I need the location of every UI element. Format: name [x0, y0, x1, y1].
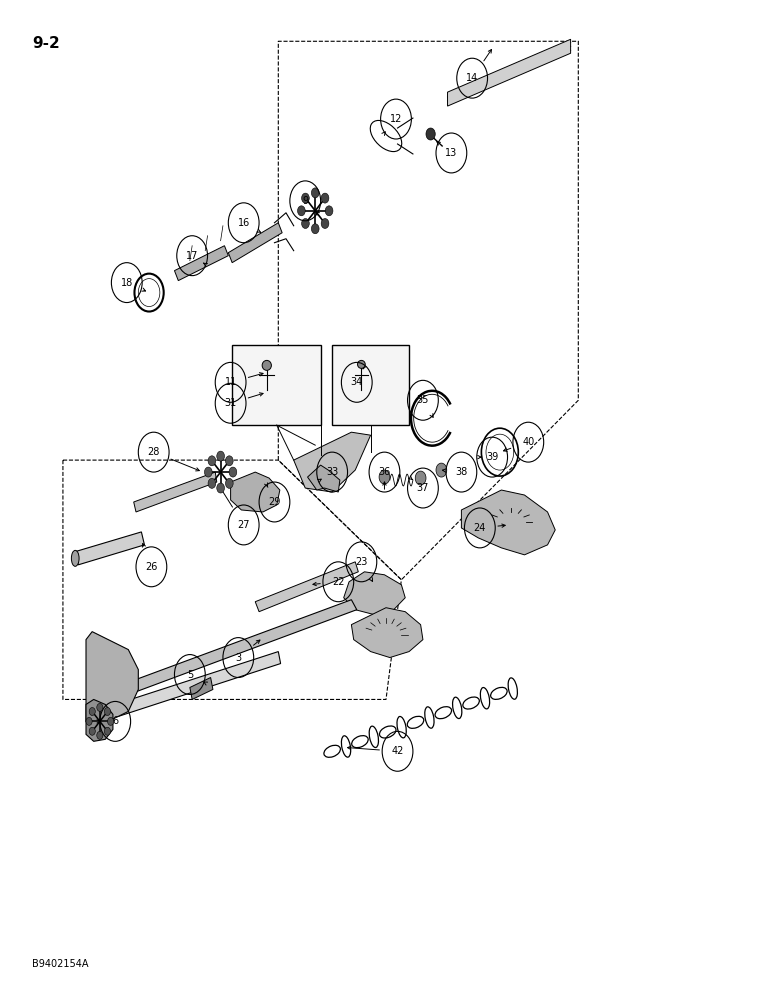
Text: 29: 29	[269, 497, 281, 507]
Text: 42: 42	[391, 746, 404, 756]
Text: 12: 12	[390, 114, 402, 124]
Text: 39: 39	[486, 452, 498, 462]
FancyBboxPatch shape	[332, 345, 409, 425]
Text: 31: 31	[225, 398, 237, 408]
Circle shape	[217, 451, 225, 461]
Ellipse shape	[357, 360, 365, 368]
Polygon shape	[174, 246, 229, 281]
Polygon shape	[448, 39, 571, 106]
Text: 13: 13	[445, 148, 458, 158]
Polygon shape	[134, 472, 217, 512]
Polygon shape	[74, 532, 144, 565]
Ellipse shape	[262, 360, 272, 370]
Text: 16: 16	[238, 218, 250, 228]
Text: 14: 14	[466, 73, 479, 83]
Circle shape	[311, 188, 319, 198]
Text: 22: 22	[332, 577, 344, 587]
Text: 28: 28	[147, 447, 160, 457]
Text: 35: 35	[417, 395, 429, 405]
Polygon shape	[307, 465, 340, 492]
Circle shape	[415, 471, 426, 485]
Text: 27: 27	[238, 520, 250, 530]
Circle shape	[96, 703, 103, 711]
Circle shape	[96, 731, 103, 739]
Circle shape	[302, 219, 310, 228]
Text: 6: 6	[112, 716, 118, 726]
Text: 23: 23	[355, 557, 367, 567]
Polygon shape	[115, 652, 280, 716]
Polygon shape	[229, 223, 282, 263]
Polygon shape	[344, 572, 405, 615]
Text: 26: 26	[145, 562, 157, 572]
Circle shape	[208, 478, 215, 488]
FancyBboxPatch shape	[232, 345, 320, 425]
Text: 3: 3	[235, 653, 242, 663]
Circle shape	[325, 206, 333, 216]
Polygon shape	[231, 472, 279, 512]
Circle shape	[321, 219, 329, 228]
Circle shape	[205, 467, 212, 477]
Circle shape	[104, 727, 110, 735]
Text: 5: 5	[187, 670, 193, 680]
Polygon shape	[351, 608, 423, 658]
Circle shape	[217, 483, 225, 493]
Text: 17: 17	[186, 251, 198, 261]
Text: 11: 11	[225, 377, 237, 387]
Polygon shape	[86, 699, 113, 741]
Circle shape	[379, 470, 390, 484]
Circle shape	[225, 478, 233, 488]
Circle shape	[321, 193, 329, 203]
Polygon shape	[86, 632, 138, 729]
Circle shape	[86, 717, 92, 725]
Circle shape	[89, 708, 95, 716]
Polygon shape	[256, 562, 358, 612]
Polygon shape	[293, 432, 371, 492]
Circle shape	[89, 727, 95, 735]
Polygon shape	[190, 678, 213, 699]
Circle shape	[436, 463, 447, 477]
Text: 34: 34	[350, 377, 363, 387]
Circle shape	[104, 708, 110, 716]
Text: 9-2: 9-2	[32, 36, 60, 51]
Text: 33: 33	[326, 467, 338, 477]
Circle shape	[297, 206, 305, 216]
Polygon shape	[130, 600, 357, 691]
Text: 9: 9	[302, 196, 308, 206]
Text: 36: 36	[378, 467, 391, 477]
Circle shape	[229, 467, 237, 477]
Circle shape	[426, 128, 435, 140]
Text: B9402154A: B9402154A	[32, 959, 89, 969]
Text: 18: 18	[120, 278, 133, 288]
Circle shape	[311, 224, 319, 234]
Polygon shape	[462, 490, 555, 555]
Text: 38: 38	[455, 467, 468, 477]
Text: 37: 37	[417, 483, 429, 493]
Ellipse shape	[71, 550, 79, 566]
Circle shape	[225, 456, 233, 466]
Text: 24: 24	[474, 523, 486, 533]
Circle shape	[208, 456, 215, 466]
Circle shape	[107, 717, 113, 725]
Circle shape	[302, 193, 310, 203]
Text: 40: 40	[522, 437, 534, 447]
